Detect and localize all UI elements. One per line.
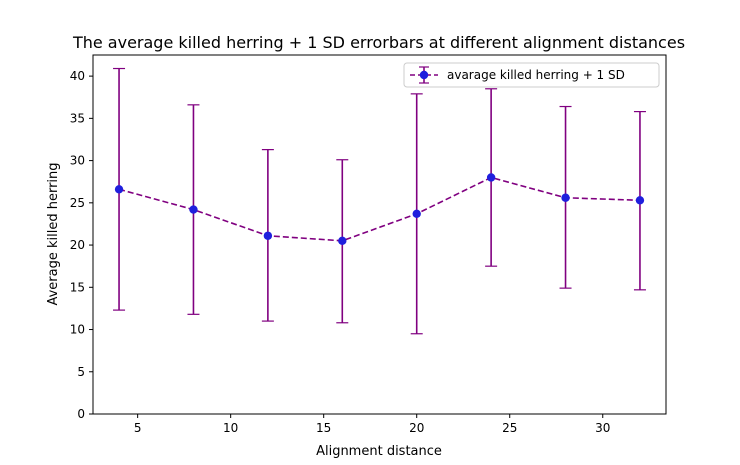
data-point xyxy=(189,205,198,214)
data-point xyxy=(561,193,570,202)
y-tick-label: 30 xyxy=(70,154,85,168)
legend-entry-label: avarage killed herring + 1 SD xyxy=(447,68,625,82)
plot-frame xyxy=(92,54,667,415)
x-tick-label: 30 xyxy=(595,421,610,435)
legend-marker-sample xyxy=(419,70,429,80)
chart-title: The average killed herring + 1 SD errorb… xyxy=(72,33,685,52)
y-axis-label: Average killed herring xyxy=(46,162,61,305)
x-axis: 5 10 15 20 25 30 xyxy=(134,414,610,435)
y-tick-label: 20 xyxy=(70,238,85,252)
data-point xyxy=(263,231,273,240)
data-point xyxy=(635,196,645,205)
x-tick-label: 10 xyxy=(223,421,238,435)
y-tick-label: 25 xyxy=(70,196,85,210)
x-tick-label: 15 xyxy=(316,421,331,435)
data-point xyxy=(114,185,124,194)
series-line xyxy=(118,176,640,242)
y-tick-label: 5 xyxy=(77,365,85,379)
x-axis-label: Alignment distance xyxy=(316,444,442,459)
legend-box xyxy=(403,62,660,88)
data-point xyxy=(338,236,347,246)
y-tick-label: 10 xyxy=(70,323,85,337)
y-tick-label: 0 xyxy=(77,407,85,421)
x-tick-label: 5 xyxy=(134,421,142,435)
y-axis: 0 5 10 15 20 25 30 35 40 xyxy=(70,69,93,421)
data-point xyxy=(412,209,421,219)
plot-area xyxy=(92,54,667,415)
series-layer xyxy=(113,67,646,335)
y-tick-label: 40 xyxy=(70,69,85,83)
y-tick-label: 15 xyxy=(70,280,85,294)
x-tick-label: 25 xyxy=(502,421,517,435)
legend: avarage killed herring + 1 SD xyxy=(403,62,660,88)
data-point xyxy=(486,173,496,182)
y-tick-label: 35 xyxy=(70,111,85,125)
x-tick-label: 20 xyxy=(409,421,424,435)
